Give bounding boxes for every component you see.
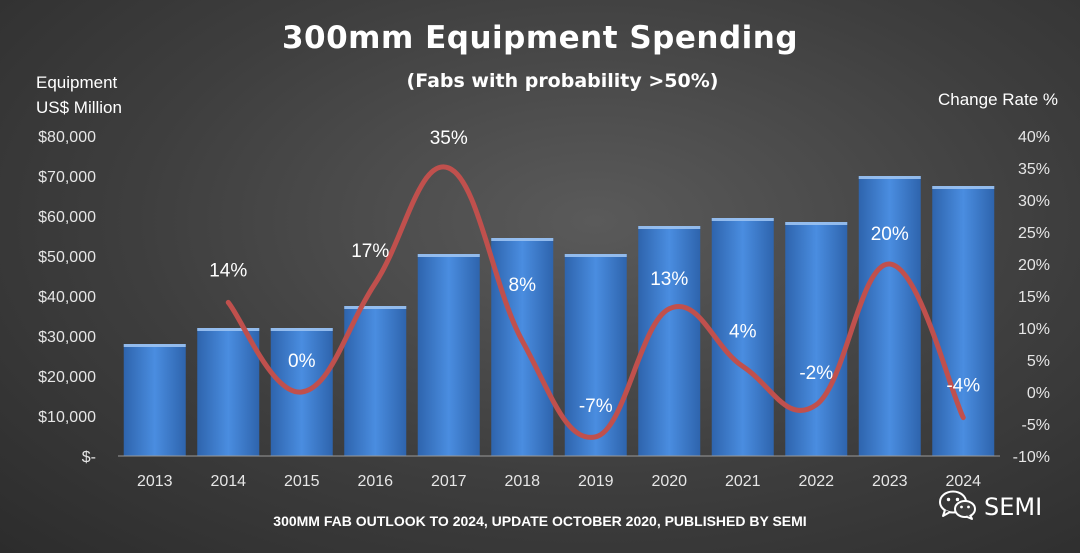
chart-title: 300mm Equipment Spending (281, 20, 799, 56)
x-tick-label: 2016 (357, 473, 393, 490)
change-label-2023: 20% (871, 224, 909, 245)
left-tick-label: $60,000 (38, 209, 96, 226)
right-tick-label: 25% (1018, 225, 1050, 242)
bar-2021 (711, 218, 774, 456)
footer-source: 300MM FAB OUTLOOK TO 2024, UPDATE OCTOBE… (273, 513, 807, 529)
change-label-2015: 0% (288, 351, 316, 372)
bar-2024 (932, 186, 995, 456)
change-label-2021: 4% (729, 321, 757, 342)
x-tick-label: 2024 (945, 473, 981, 490)
left-tick-label: $70,000 (38, 169, 96, 186)
left-tick-label: $30,000 (38, 329, 96, 346)
change-label-2018: 8% (509, 275, 537, 296)
change-label-2017: 35% (430, 128, 468, 149)
bar-top-highlight-2019 (564, 254, 627, 257)
bar-2022 (785, 222, 848, 456)
x-tick-label: 2021 (725, 473, 761, 490)
bar-series (123, 176, 995, 456)
bar-top-highlight-2023 (858, 176, 921, 179)
right-tick-label: 30% (1018, 193, 1050, 210)
right-axis-ticks: -10% -5% 0% 5% 10% 15% 20% 25% 30% 35% 40% (1013, 129, 1050, 466)
x-tick-label: 2017 (431, 473, 467, 490)
right-tick-label: 35% (1018, 161, 1050, 178)
left-axis-ticks: $- $10,000 $20,000 $30,000 $40,000 $50,000 $60… (38, 129, 96, 466)
left-tick-label: $50,000 (38, 249, 96, 266)
bar-2017 (417, 254, 480, 456)
right-tick-label: 15% (1018, 289, 1050, 306)
change-label-2020: 13% (650, 269, 688, 290)
right-tick-label: 0% (1027, 385, 1050, 402)
change-rate-line (225, 164, 966, 440)
bar-top-highlight-2014 (197, 328, 260, 331)
bar-top-highlight-2016 (344, 306, 407, 309)
change-rate-series (225, 164, 966, 440)
data-labels: 14% 0% 17% 35% 8% -7% 13% 4% -2% 20% -4% (209, 128, 980, 417)
change-label-2014: 14% (209, 260, 247, 281)
change-label-2022: -2% (799, 363, 833, 384)
bar-top-highlight-2018 (491, 238, 554, 241)
right-tick-label: 20% (1018, 257, 1050, 274)
x-tick-label: 2023 (872, 473, 908, 490)
x-tick-label: 2018 (504, 473, 540, 490)
left-axis-label-line2: US$ Million (36, 98, 122, 117)
bar-2013 (123, 344, 186, 456)
x-tick-label: 2013 (137, 473, 173, 490)
right-axis-label: Change Rate % (937, 90, 1058, 109)
left-tick-label: $80,000 (38, 129, 96, 146)
right-tick-label: 40% (1018, 129, 1050, 146)
x-tick-label: 2020 (651, 473, 687, 490)
left-tick-label: $20,000 (38, 369, 96, 386)
wechat-icon (938, 489, 978, 526)
right-tick-label: 5% (1027, 353, 1050, 370)
right-tick-label: 10% (1018, 321, 1050, 338)
change-label-2019: -7% (579, 396, 613, 417)
bar-2016 (344, 306, 407, 456)
bar-top-highlight-2022 (785, 222, 848, 225)
bar-top-highlight-2017 (417, 254, 480, 257)
left-axis-label-line1: Equipment (36, 73, 118, 92)
brand-text: SEMI (984, 493, 1043, 521)
left-tick-label: $- (82, 449, 96, 466)
bar-2014 (197, 328, 260, 456)
bar-top-highlight-2015 (270, 328, 333, 331)
bar-2023 (858, 176, 921, 456)
right-tick-label: -5% (1022, 417, 1050, 434)
chart-subtitle: (Fabs with probability >50%) (406, 70, 719, 92)
bar-2019 (564, 254, 627, 456)
bar-top-highlight-2020 (638, 226, 701, 229)
right-tick-label: -10% (1013, 449, 1050, 466)
bar-2018 (491, 238, 554, 456)
left-tick-label: $10,000 (38, 409, 96, 426)
x-axis: 2013 2014 2015 2016 2017 2018 2019 2020 2021 2022… (118, 455, 1000, 490)
left-axis-label: Equipment US$ Million (36, 70, 122, 120)
left-tick-label: $40,000 (38, 289, 96, 306)
bar-top-highlight-2024 (932, 186, 995, 189)
x-tick-label: 2015 (284, 473, 320, 490)
change-label-2016: 17% (351, 241, 389, 262)
x-tick-label: 2014 (210, 473, 246, 490)
change-label-2024: -4% (946, 376, 980, 397)
x-tick-label: 2019 (578, 473, 614, 490)
bar-top-highlight-2013 (123, 344, 186, 347)
bar-top-highlight-2021 (711, 218, 774, 221)
brand-logo: SEMI (938, 490, 1058, 524)
x-tick-label: 2022 (798, 473, 834, 490)
